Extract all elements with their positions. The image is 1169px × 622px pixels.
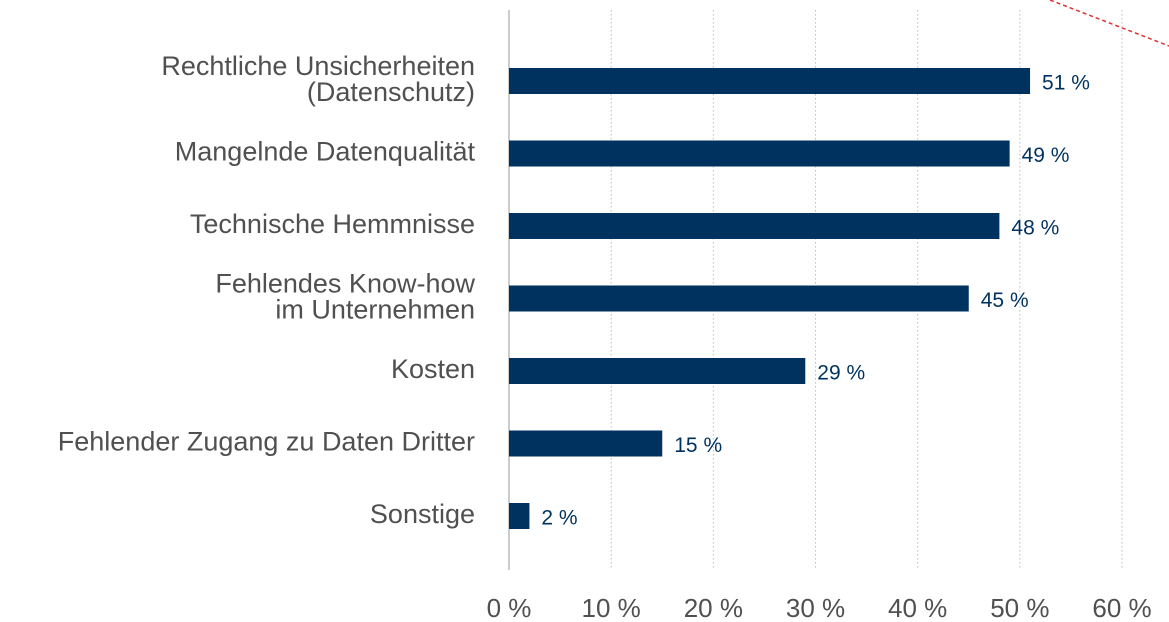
category-label: Rechtliche Unsicherheiten (Datenschutz) [161, 51, 475, 107]
value-label: 45 % [981, 289, 1029, 312]
value-label: 15 % [674, 434, 722, 457]
bar [509, 68, 1031, 94]
category-label: Fehlendes Know-how im Unternehmen [215, 269, 475, 325]
bar [509, 140, 1010, 167]
x-tick-label: 50 % [990, 593, 1049, 622]
bar [509, 358, 806, 384]
x-tick-label: 60 % [1092, 593, 1151, 622]
value-label: 29 % [817, 362, 865, 385]
x-tick-label: 20 % [684, 593, 743, 622]
category-label: Sonstige [370, 499, 475, 529]
value-label: 49 % [1022, 144, 1070, 167]
decor-line [1049, 0, 1169, 47]
category-label: Fehlender Zugang zu Daten Dritter [58, 427, 475, 457]
bar [509, 430, 663, 457]
value-label: 48 % [1011, 217, 1059, 240]
category-label: Kosten [391, 354, 475, 384]
x-tick-label: 30 % [786, 593, 845, 622]
category-label: Mangelnde Datenqualität [175, 137, 476, 167]
value-label: 51 % [1042, 72, 1090, 95]
x-tick-label: 40 % [888, 593, 947, 622]
bar [509, 213, 1000, 239]
bar [509, 285, 969, 312]
x-tick-label: 10 % [582, 593, 641, 622]
value-label: 2 % [541, 507, 577, 530]
bar [509, 503, 530, 529]
category-label: Technische Hemmnisse [190, 209, 475, 239]
x-tick-label: 0 % [487, 593, 532, 622]
